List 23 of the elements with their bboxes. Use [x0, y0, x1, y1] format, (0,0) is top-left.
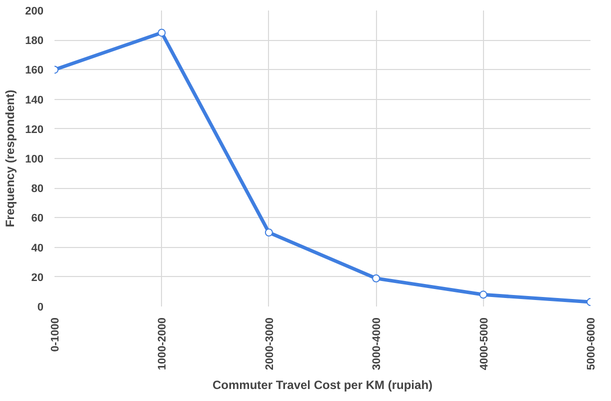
x-tick-label: 3000-4000: [371, 317, 384, 370]
point: [479, 290, 488, 299]
y-axis-title: Frequency (respondent): [3, 90, 18, 228]
x-tick-label: 1000-2000: [156, 317, 169, 370]
y-tick-label: 160: [25, 64, 44, 77]
x-tick-label: 2000-3000: [264, 317, 276, 370]
y-tick-label: 20: [31, 272, 44, 284]
y-tick-label: 100: [25, 154, 44, 166]
y-tick-label: 0: [37, 302, 44, 314]
y-tick-label: 80: [31, 183, 44, 196]
y-tick-label: 60: [31, 212, 44, 225]
y-tick-label: 120: [25, 124, 44, 136]
x-tick-label: 5000-6000: [586, 317, 598, 370]
x-axis-title: Commuter Travel Cost per KM (rupiah): [212, 378, 433, 392]
x-tick-label: 0-1000: [50, 317, 62, 352]
point: [372, 274, 380, 282]
x-tick-label: 4000-5000: [478, 317, 490, 370]
point: [158, 28, 166, 37]
y-tick-label: 40: [31, 242, 44, 254]
y-tick-label: 140: [25, 94, 44, 106]
point: [264, 228, 273, 236]
y-tick-label: 200: [25, 6, 44, 18]
y-tick-label: 180: [25, 35, 44, 48]
